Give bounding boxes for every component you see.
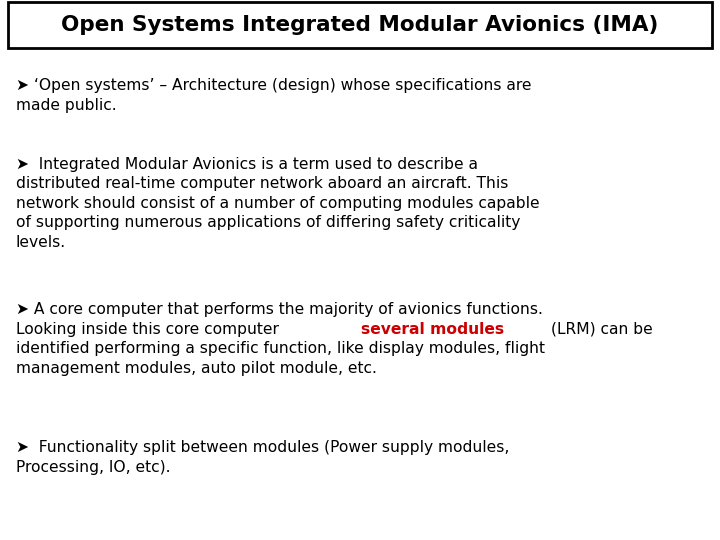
Text: several modules: several modules bbox=[361, 322, 505, 337]
Text: made public.: made public. bbox=[16, 98, 117, 113]
Text: ➤  Functionality split between modules (Power supply modules,: ➤ Functionality split between modules (P… bbox=[16, 440, 509, 455]
Text: (LRM) can be: (LRM) can be bbox=[546, 322, 653, 337]
Text: ➤ A core computer that performs the majority of avionics functions.: ➤ A core computer that performs the majo… bbox=[16, 302, 543, 318]
Text: ➤ ‘Open systems’ – Architecture (design) whose specifications are: ➤ ‘Open systems’ – Architecture (design)… bbox=[16, 78, 531, 93]
Text: management modules, auto pilot module, etc.: management modules, auto pilot module, e… bbox=[16, 361, 377, 376]
Text: distributed real-time computer network aboard an aircraft. This: distributed real-time computer network a… bbox=[16, 176, 508, 191]
Text: Processing, IO, etc).: Processing, IO, etc). bbox=[16, 460, 171, 475]
Text: levels.: levels. bbox=[16, 234, 66, 249]
FancyBboxPatch shape bbox=[8, 2, 712, 48]
Text: ➤  Integrated Modular Avionics is a term used to describe a: ➤ Integrated Modular Avionics is a term … bbox=[16, 157, 478, 172]
Text: of supporting numerous applications of differing safety criticality: of supporting numerous applications of d… bbox=[16, 215, 521, 230]
Text: Looking inside this core computer: Looking inside this core computer bbox=[16, 322, 284, 337]
Text: Open Systems Integrated Modular Avionics (IMA): Open Systems Integrated Modular Avionics… bbox=[61, 15, 659, 35]
Text: network should consist of a number of computing modules capable: network should consist of a number of co… bbox=[16, 195, 539, 211]
Text: identified performing a specific function, like display modules, flight: identified performing a specific functio… bbox=[16, 341, 545, 356]
